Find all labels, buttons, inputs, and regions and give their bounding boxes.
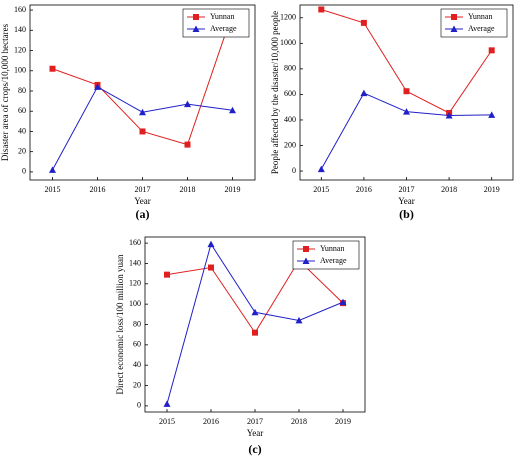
y-tick-label: 400 (284, 115, 296, 124)
marker (403, 88, 410, 95)
chart: 0 20 40 60 80 100 120 140 160 2015 2016 2017 2018 201… (115, 236, 366, 456)
marker (229, 106, 236, 114)
x-tick-label: 2017 (135, 185, 151, 194)
y-tick-label: 100 (14, 66, 26, 75)
marker (488, 111, 496, 118)
chart: 0 20 40 60 80 100 120 140 160 2015 2016 2017 2018 201… (0, 4, 256, 221)
y-tick-label: 80 (18, 86, 26, 95)
x-tick-label: 2018 (180, 185, 196, 194)
y-tick-label: 140 (14, 25, 26, 34)
marker (403, 108, 410, 115)
marker (302, 257, 310, 264)
y-tick-label: 800 (284, 64, 296, 73)
y-tick-label: 20 (18, 147, 26, 156)
legend-box (182, 8, 250, 38)
x-axis-label: Year (398, 196, 415, 206)
marker (303, 246, 309, 252)
x-tick-label: 2019 (484, 185, 500, 194)
marker (252, 329, 258, 336)
marker (94, 83, 101, 90)
y-axis-label: Direct economic loss/100 million yuan (115, 254, 125, 394)
marker (295, 316, 303, 324)
legend-label: Average (210, 24, 237, 33)
marker (445, 111, 453, 119)
y-axis-label: Disaster area of crops/10,000 hectares (0, 23, 10, 161)
y-tick-label: 1200 (280, 13, 296, 22)
legend-label: Yunnan (210, 12, 234, 21)
marker (139, 128, 146, 135)
y-tick-label: 140 (129, 258, 141, 267)
y-tick-label: 100 (129, 299, 141, 308)
marker (49, 166, 56, 173)
x-tick-label: 2016 (356, 185, 372, 194)
marker (317, 165, 325, 173)
y-tick-label: 160 (129, 238, 141, 247)
x-tick-label: 2018 (441, 185, 457, 194)
legend-label: Yunnan (468, 12, 492, 21)
x-tick-label: 2017 (247, 417, 263, 426)
y-tick-label: 40 (133, 360, 141, 369)
y-tick-label: 60 (18, 106, 26, 115)
y-tick-label: 0 (292, 166, 296, 175)
x-tick-label: 2019 (225, 185, 241, 194)
x-tick-label: 2015 (159, 417, 175, 426)
marker (451, 14, 457, 20)
marker (450, 25, 458, 32)
legend-label: Average (468, 24, 495, 33)
marker (207, 240, 215, 248)
y-axis-label: People affected by the disaster/10,000 p… (270, 11, 280, 174)
x-axis-label: Year (247, 428, 264, 438)
marker (208, 264, 214, 271)
legend-label: Average (320, 256, 347, 265)
marker (164, 271, 170, 278)
y-tick-label: 20 (133, 380, 141, 389)
marker (192, 25, 200, 32)
panel-label: (a) (136, 207, 150, 221)
marker (488, 47, 495, 54)
x-tick-label: 2019 (335, 417, 351, 426)
marker (184, 141, 191, 148)
chart: 0 200 400 600 800 1000 1200 2015 2016 2017 2018 201… (270, 4, 514, 221)
y-tick-label: 80 (133, 319, 141, 328)
marker (318, 6, 325, 13)
marker (139, 108, 146, 116)
marker (251, 308, 259, 316)
y-tick-label: 200 (284, 140, 296, 149)
x-axis-label: Year (134, 196, 151, 206)
marker (193, 14, 199, 20)
x-tick-label: 2015 (45, 185, 61, 194)
legend-label: Yunnan (320, 244, 344, 253)
series-line (320, 92, 492, 170)
x-tick-label: 2016 (90, 185, 106, 194)
y-tick-label: 600 (284, 89, 296, 98)
panel-label: (c) (248, 442, 261, 456)
y-tick-label: 120 (14, 45, 26, 54)
legend-box (292, 240, 360, 270)
y-tick-label: 120 (129, 279, 141, 288)
marker (360, 19, 367, 26)
marker (163, 400, 171, 407)
marker (339, 298, 347, 306)
marker (360, 89, 368, 97)
x-tick-label: 2016 (203, 417, 219, 426)
y-tick-label: 60 (133, 340, 141, 349)
panel-label: (b) (399, 207, 414, 221)
x-tick-label: 2017 (399, 185, 415, 194)
x-tick-label: 2018 (291, 417, 307, 426)
legend-box (440, 8, 508, 38)
y-tick-label: 1000 (280, 38, 296, 47)
y-tick-label: 40 (18, 126, 26, 135)
y-tick-label: 0 (137, 401, 141, 410)
y-tick-label: 160 (14, 5, 26, 14)
marker (184, 100, 191, 108)
series-line (52, 86, 233, 171)
x-tick-label: 2015 (313, 185, 329, 194)
y-tick-label: 0 (22, 167, 26, 176)
marker (49, 65, 56, 72)
series-line (166, 259, 344, 334)
